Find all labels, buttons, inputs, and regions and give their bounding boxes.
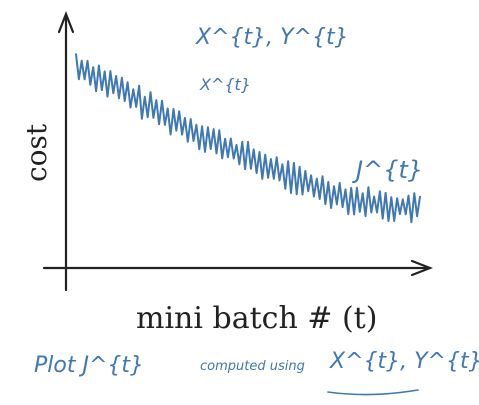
y-axis-label: cost xyxy=(20,123,53,182)
x-axis-label: mini batch # (t) xyxy=(136,301,377,336)
y-axis-arrowhead xyxy=(57,10,75,34)
bottom-note-middle: computed using xyxy=(200,359,305,374)
annotation-curve-label: J^{t} xyxy=(352,156,423,184)
annotation-top: X^{t}, Y^{t} xyxy=(195,25,349,50)
bottom-note-prefix: Plot J^{t} xyxy=(34,353,144,378)
series-line-cost xyxy=(75,53,421,224)
bottom-note-suffix: X^{t}, Y^{t} xyxy=(329,349,479,374)
x-axis-arrowhead xyxy=(410,259,434,277)
annotation-top-small: X^{t} xyxy=(199,75,251,94)
bottom-note-underline xyxy=(327,389,419,396)
